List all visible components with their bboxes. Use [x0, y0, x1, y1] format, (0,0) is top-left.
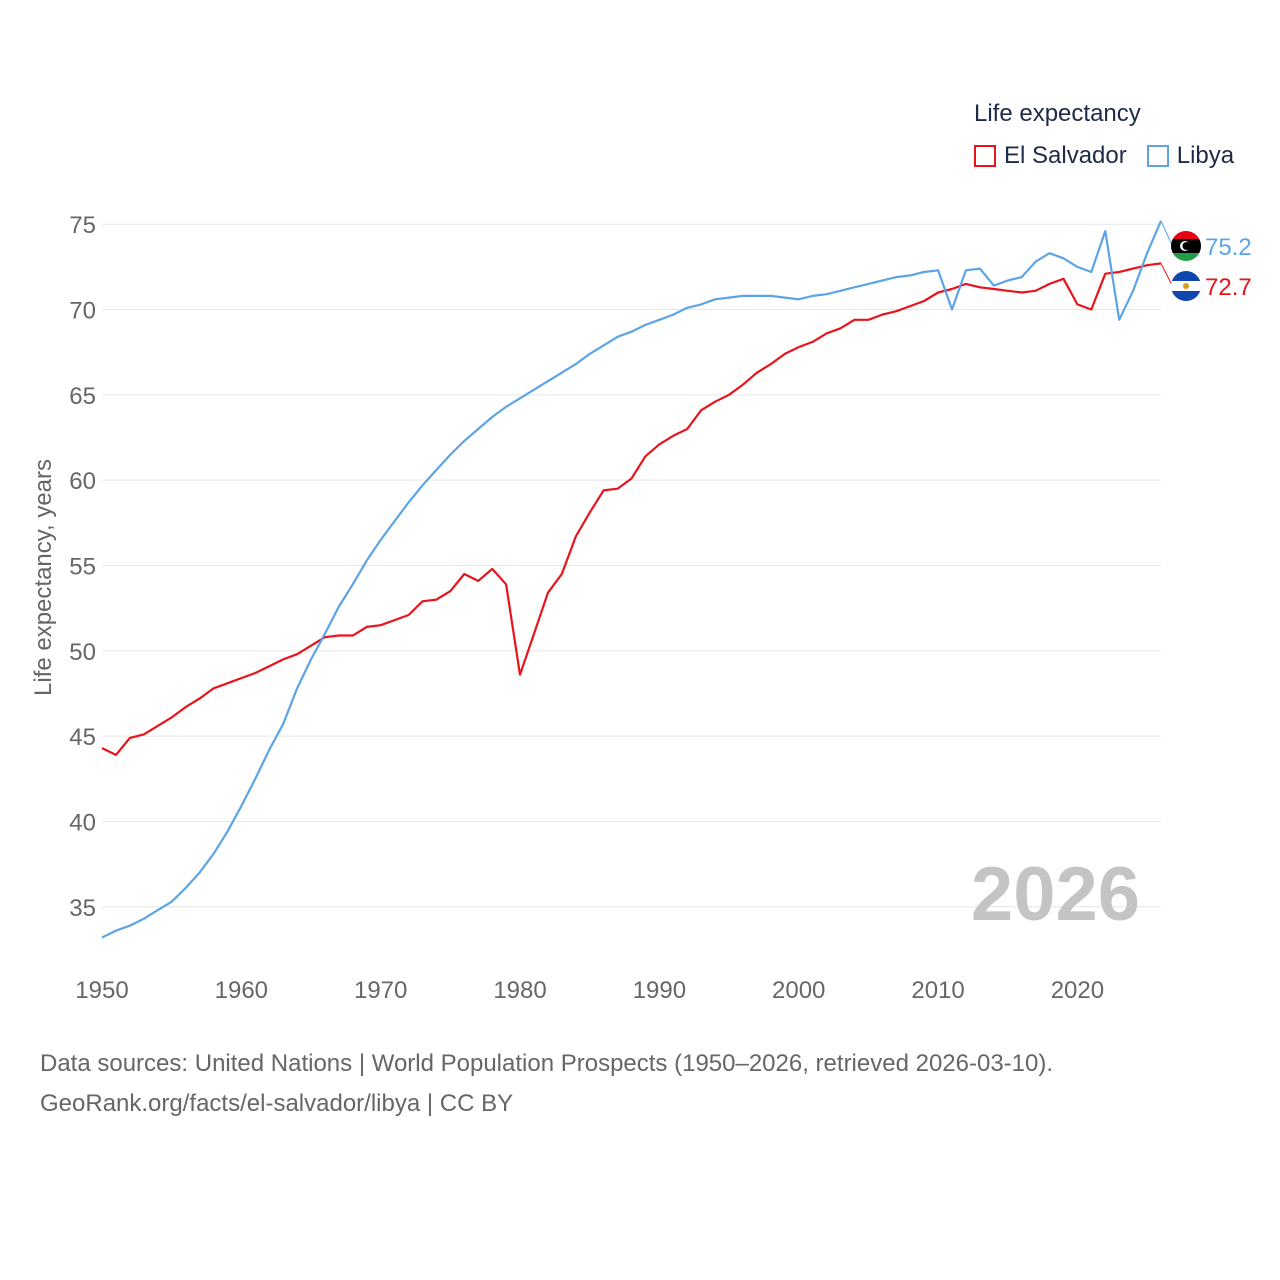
y-axis-label: Life expectancy, years — [30, 459, 57, 696]
legend-item-libya[interactable]: Libya — [1146, 142, 1235, 170]
footer: Data sources: United Nations | World Pop… — [40, 1044, 1053, 1124]
x-tick-label-1950: 1950 — [75, 977, 128, 1004]
x-tick-label-1960: 1960 — [215, 977, 268, 1004]
legend-swatch-libya — [1146, 145, 1169, 167]
legend: El Salvador Libya — [974, 142, 1254, 170]
y-tick-label-65: 65 — [69, 383, 96, 410]
line-chart: 35 40 45 50 55 60 65 70 75 1950 1960 1970 1980 1990 20… — [30, 212, 1252, 1004]
legend-swatch-el-salvador — [974, 145, 996, 167]
attribution-text: GeoRank.org/facts/el-salvador/libya | CC… — [40, 1090, 514, 1117]
legend-label-el-salvador: El Salvador — [1004, 142, 1127, 169]
y-tick-label-40: 40 — [69, 809, 96, 836]
end-value-label-el-salvador: 72.7 — [1205, 274, 1252, 301]
series-line-libya — [101, 220, 1163, 939]
end-connector-libya — [1160, 220, 1173, 246]
y-tick-label-35: 35 — [69, 895, 96, 922]
x-tick-label-1970: 1970 — [354, 977, 407, 1004]
y-tick-label-50: 50 — [69, 639, 96, 666]
libya-flag-icon — [1171, 231, 1201, 261]
end-value-label-libya: 75.2 — [1205, 234, 1252, 261]
el-salvador-flag-icon — [1171, 271, 1201, 301]
y-tick-label-55: 55 — [69, 554, 96, 581]
x-tick-label-2020: 2020 — [1051, 977, 1104, 1004]
y-tick-label-75: 75 — [69, 212, 96, 239]
legend-title: Life expectancy — [974, 100, 1141, 127]
legend-label-libya: Libya — [1176, 142, 1235, 169]
legend-item-el-salvador[interactable]: El Salvador — [974, 142, 1127, 170]
y-tick-label-45: 45 — [69, 724, 96, 751]
y-tick-label-60: 60 — [69, 468, 96, 495]
end-connector-el-salvador — [1160, 263, 1173, 286]
x-tick-label-1980: 1980 — [493, 977, 546, 1004]
series-line-el-salvador — [101, 262, 1162, 757]
x-tick-label-2010: 2010 — [911, 977, 964, 1004]
year-watermark: 2026 — [971, 852, 1140, 937]
x-tick-label-1990: 1990 — [633, 977, 686, 1004]
x-tick-label-2000: 2000 — [772, 977, 825, 1004]
y-tick-label-70: 70 — [69, 298, 96, 325]
data-sources-text: Data sources: United Nations | World Pop… — [40, 1050, 1054, 1077]
